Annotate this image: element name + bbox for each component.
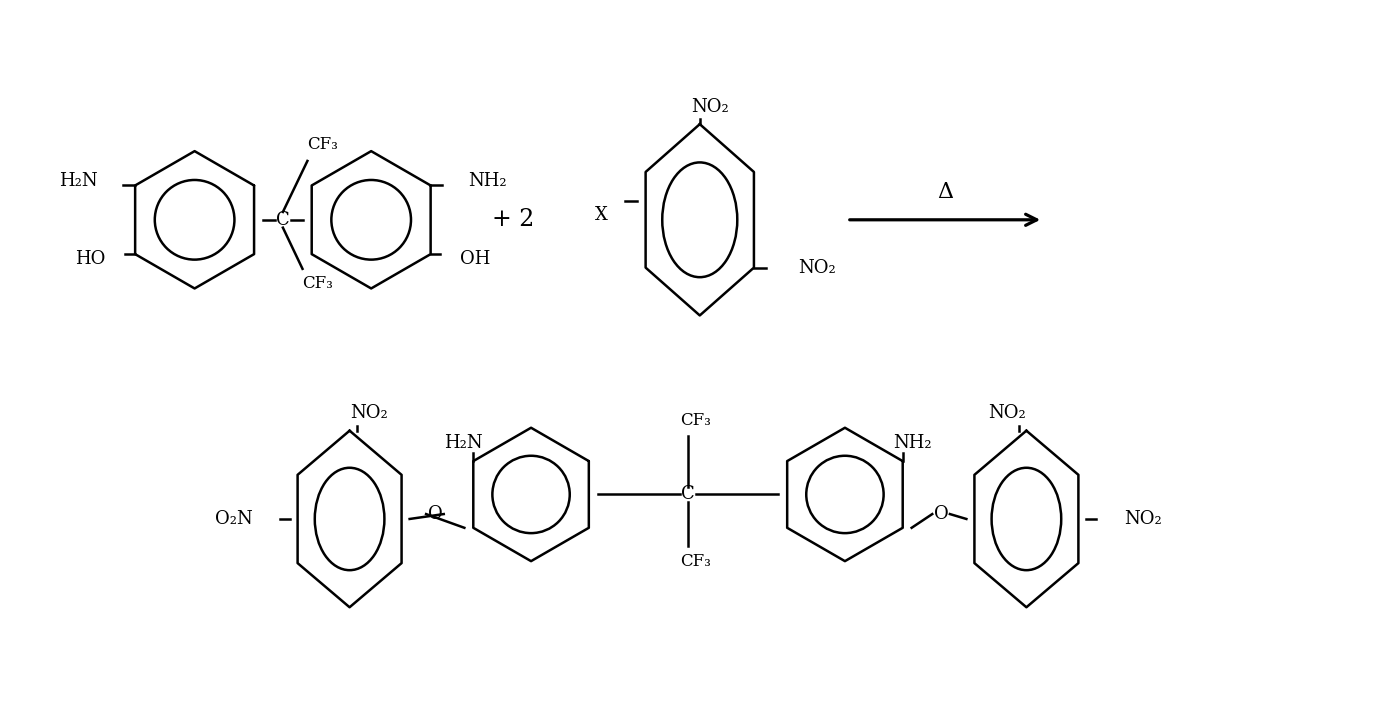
Text: NO₂: NO₂	[351, 404, 388, 422]
Text: Δ: Δ	[937, 181, 954, 204]
Text: NO₂: NO₂	[988, 404, 1025, 422]
Text: H₂N: H₂N	[444, 435, 483, 452]
Text: H₂N: H₂N	[59, 172, 98, 190]
Text: O: O	[428, 505, 442, 523]
Text: NO₂: NO₂	[1124, 510, 1161, 528]
Text: C: C	[277, 211, 290, 229]
Text: CF₃: CF₃	[307, 136, 337, 153]
Text: CF₃: CF₃	[680, 553, 711, 570]
Text: O: O	[934, 505, 948, 523]
Text: NO₂: NO₂	[798, 259, 835, 276]
Text: HO: HO	[76, 250, 106, 268]
Text: X: X	[594, 206, 608, 224]
Text: NO₂: NO₂	[691, 97, 728, 116]
Text: O₂N: O₂N	[215, 510, 252, 528]
Text: CF₃: CF₃	[680, 412, 711, 430]
Text: NH₂: NH₂	[893, 435, 932, 452]
Text: OH: OH	[460, 250, 490, 268]
Text: NH₂: NH₂	[468, 172, 506, 190]
Text: + 2: + 2	[493, 209, 535, 231]
Text: CF₃: CF₃	[301, 275, 333, 292]
Text: C: C	[681, 486, 695, 504]
